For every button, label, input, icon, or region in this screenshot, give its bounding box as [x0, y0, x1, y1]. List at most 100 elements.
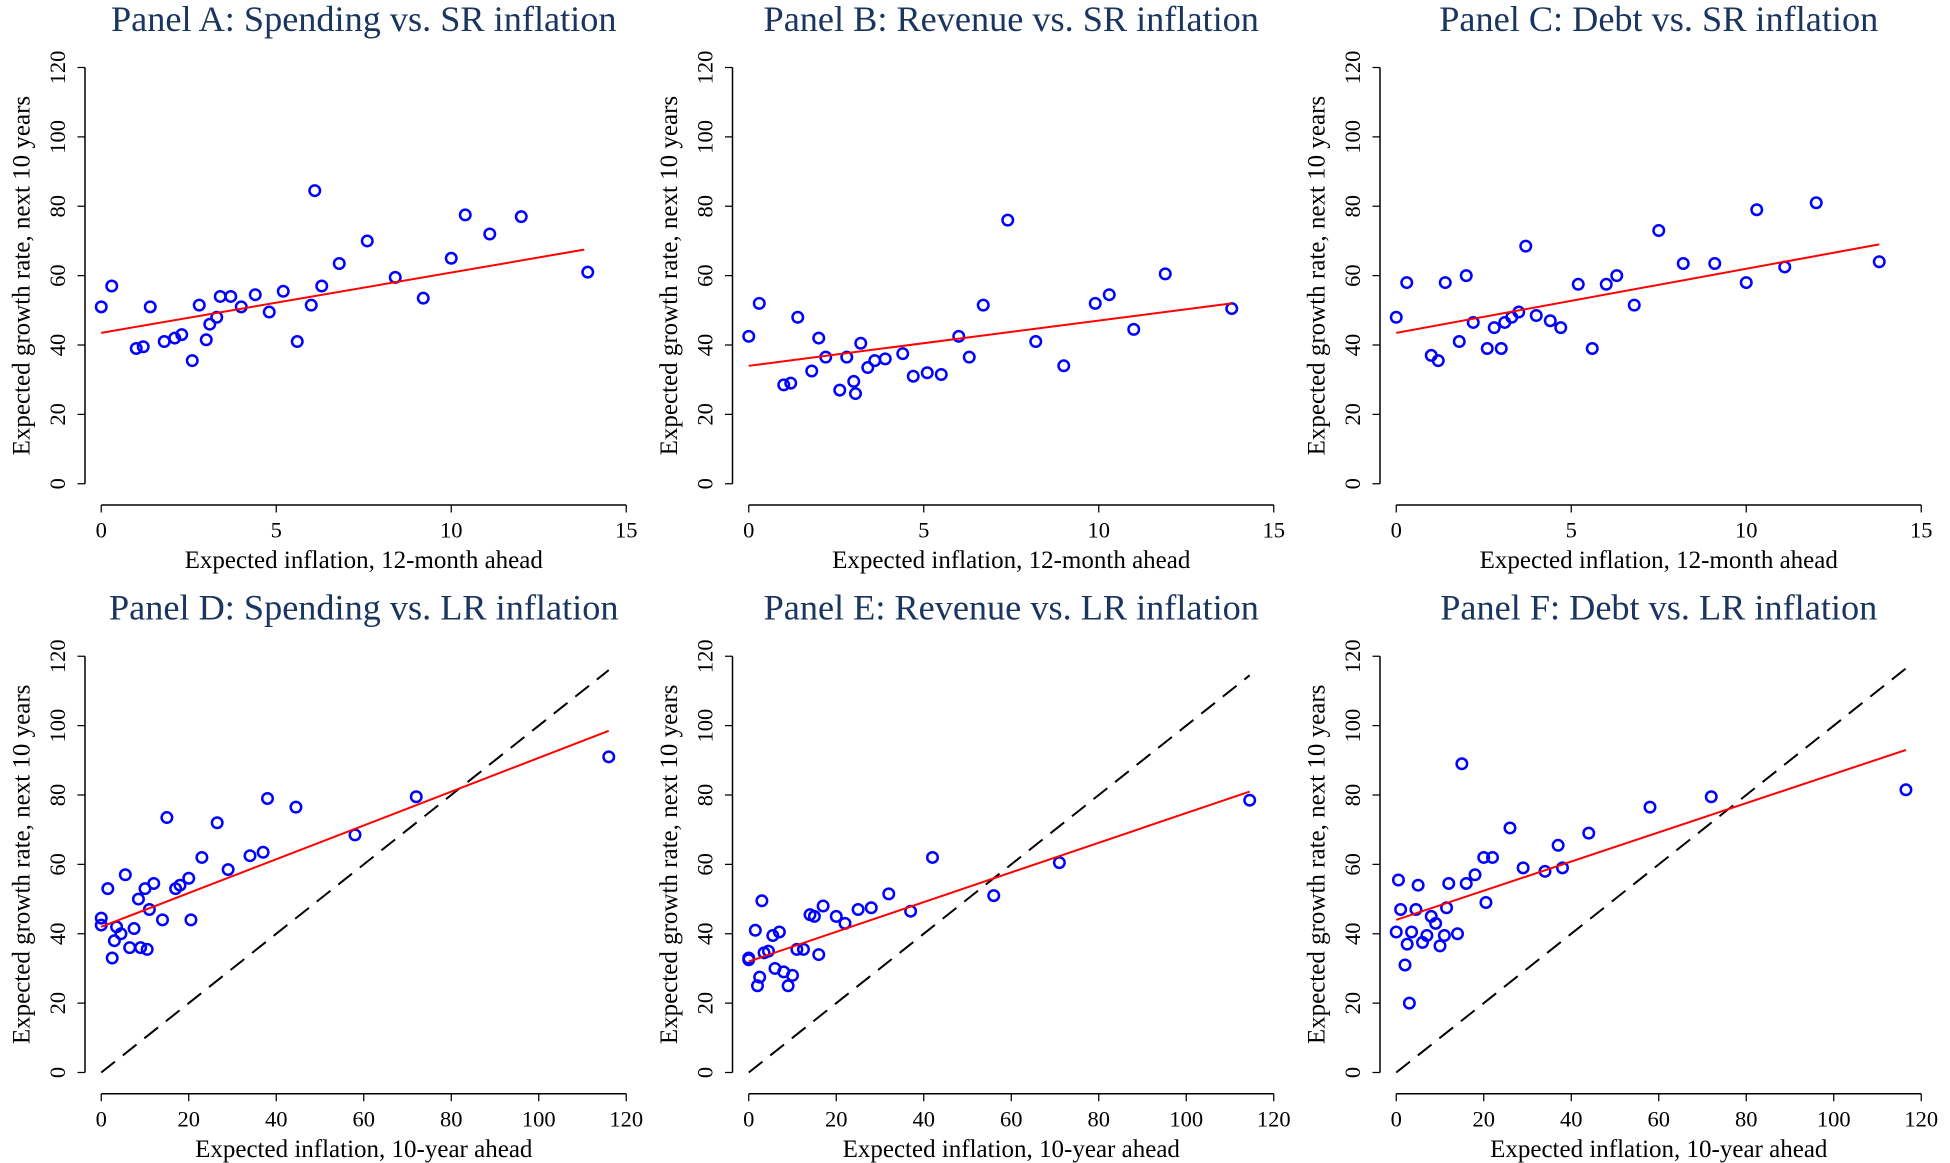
y-tick-label: 80 — [1340, 784, 1365, 807]
point — [1225, 302, 1239, 316]
point — [1551, 838, 1565, 852]
point — [868, 354, 882, 368]
panel-title: Panel A: Spending vs. SR inflation — [111, 0, 616, 39]
point — [1543, 314, 1557, 328]
point — [1652, 224, 1666, 238]
y-tick-label: 80 — [45, 195, 70, 218]
x-tick-label: 0 — [743, 1106, 754, 1131]
x-axis-label: Expected inflation, 10-year ahead — [1490, 1136, 1828, 1163]
x-tick-label: 5 — [1566, 518, 1577, 543]
y-tick-label: 40 — [693, 923, 718, 946]
point — [1477, 850, 1491, 864]
point — [807, 909, 821, 923]
point — [1809, 196, 1823, 210]
x-axis-label: Expected inflation, 12-month ahead — [185, 547, 544, 574]
point — [131, 892, 145, 906]
y-axis-label: Expected growth rate, next 10 years — [1303, 685, 1330, 1045]
point — [1459, 876, 1473, 890]
fit-line — [748, 790, 1251, 963]
point — [134, 941, 148, 955]
point — [1438, 276, 1452, 290]
y-tick-label: 120 — [693, 639, 718, 673]
point — [772, 925, 786, 939]
y-axis-label: Expected growth rate, next 10 years — [656, 96, 683, 456]
x-tick-label: 20 — [825, 1106, 848, 1131]
y-tick-label: 60 — [693, 853, 718, 876]
point — [1088, 296, 1102, 310]
point — [777, 378, 791, 392]
point — [805, 364, 819, 378]
point — [602, 750, 616, 764]
point — [1389, 925, 1403, 939]
point — [752, 296, 766, 310]
point — [1571, 277, 1585, 291]
point — [129, 341, 143, 355]
point — [1459, 269, 1473, 283]
x-tick-label: 60 — [1000, 1106, 1023, 1131]
y-tick-label: 100 — [693, 709, 718, 743]
y-tick-label: 60 — [693, 264, 718, 287]
point — [1405, 925, 1419, 939]
y-tick-label: 0 — [1340, 1067, 1365, 1078]
point — [851, 902, 865, 916]
point — [753, 970, 767, 984]
point — [784, 376, 798, 390]
point — [1529, 309, 1543, 323]
x-tick-label: 0 — [1391, 518, 1402, 543]
point — [1480, 341, 1494, 355]
point — [1750, 203, 1764, 217]
y-axis-label: Expected growth rate, next 10 years — [8, 96, 35, 456]
y-tick-label: 60 — [1340, 853, 1365, 876]
point — [1451, 927, 1465, 941]
point — [94, 300, 108, 314]
point — [1243, 793, 1257, 807]
point — [182, 871, 196, 885]
point — [934, 367, 948, 381]
x-axis-label: Expected inflation, 12-month ahead — [1480, 547, 1839, 574]
point — [925, 850, 939, 864]
point — [1389, 310, 1403, 324]
point — [864, 901, 878, 915]
point — [1442, 876, 1456, 890]
point — [1556, 861, 1570, 875]
y-tick-label: 120 — [1340, 639, 1365, 673]
point — [755, 894, 769, 908]
y-tick-label: 0 — [693, 1067, 718, 1078]
point — [185, 354, 199, 368]
point — [1001, 213, 1015, 227]
x-tick-label: 120 — [1257, 1106, 1291, 1131]
point — [781, 979, 795, 993]
x-tick-label: 0 — [96, 518, 107, 543]
point — [1057, 359, 1071, 373]
x-tick-label: 10 — [440, 518, 463, 543]
point — [812, 331, 826, 345]
y-axis-label: Expected growth rate, next 10 years — [1303, 96, 1330, 456]
point — [175, 328, 189, 342]
point — [1052, 856, 1066, 870]
y-tick-label: 60 — [1340, 264, 1365, 287]
point — [1398, 958, 1412, 972]
point — [409, 790, 423, 804]
point — [105, 951, 119, 965]
point — [1466, 315, 1480, 329]
x-axis-label: Expected inflation, 10-year ahead — [195, 1136, 533, 1163]
x-tick-label: 10 — [1735, 518, 1758, 543]
x-tick-label: 40 — [913, 1106, 936, 1131]
point — [1610, 269, 1624, 283]
point — [1599, 277, 1613, 291]
x-tick-label: 80 — [1735, 1106, 1758, 1131]
y-tick-label: 0 — [45, 478, 70, 489]
point — [816, 899, 830, 913]
y-tick-label: 40 — [1340, 334, 1365, 357]
point — [127, 922, 141, 936]
point — [224, 289, 238, 303]
y-tick-label: 20 — [693, 403, 718, 426]
y-tick-label: 100 — [693, 120, 718, 154]
y-tick-label: 20 — [1340, 992, 1365, 1015]
point — [1420, 928, 1434, 942]
y-tick-label: 20 — [693, 992, 718, 1015]
point — [976, 298, 990, 312]
point — [882, 887, 896, 901]
point — [195, 850, 209, 864]
point — [444, 251, 458, 265]
